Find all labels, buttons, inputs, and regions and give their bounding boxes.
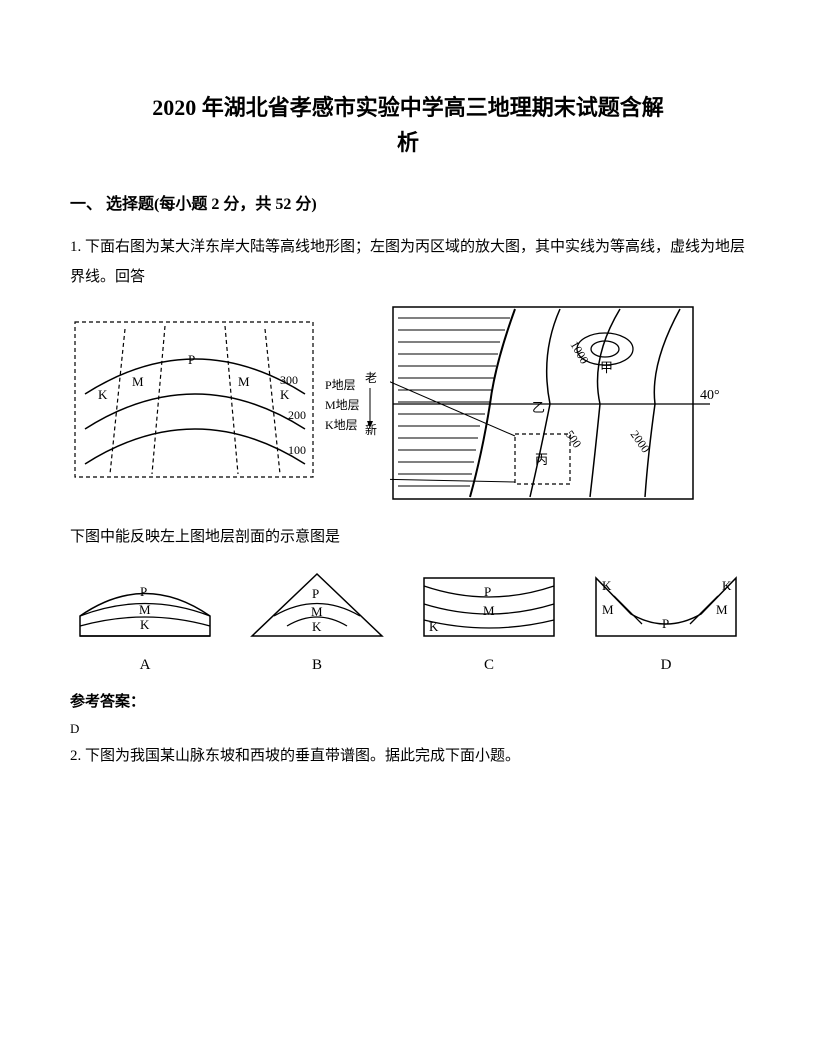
answer-header: 参考答案：: [70, 690, 746, 711]
svg-text:M: M: [139, 602, 151, 617]
page-title: 2020 年湖北省孝感市实验中学高三地理期末试题含解 析: [70, 90, 746, 160]
svg-text:K: K: [722, 578, 732, 593]
svg-text:K: K: [312, 619, 322, 634]
svg-text:P: P: [484, 584, 491, 599]
option-d: K M P M K D: [586, 566, 746, 674]
q1-left-diagram: K M P M K 300 200 100 P地层 M地层 K地层 老 新: [70, 304, 380, 484]
q1-figure-row: K M P M K 300 200 100 P地层 M地层 K地层 老 新: [70, 304, 746, 504]
contour-200: 200: [288, 408, 306, 422]
legend-old: 老: [365, 371, 377, 385]
svg-text:P: P: [140, 584, 147, 599]
option-a: P M K A: [70, 566, 220, 674]
layer-p: P: [188, 352, 195, 367]
q2-text: 2. 下图为我国某山脉东坡和西坡的垂直带谱图。据此完成下面小题。: [70, 741, 746, 771]
q1-sub-text: 下图中能反映左上图地层剖面的示意图是: [70, 522, 746, 552]
layer-m2: M: [238, 374, 250, 389]
legend-p: P地层: [325, 378, 356, 392]
svg-text:K: K: [429, 619, 439, 634]
svg-text:P: P: [312, 586, 319, 601]
legend-m: M地层: [325, 398, 360, 412]
label-yi: 乙: [532, 400, 545, 415]
contour-300: 300: [280, 373, 298, 387]
label-bing: 丙: [535, 452, 548, 467]
svg-text:P: P: [662, 616, 669, 631]
legend-k: K地层: [325, 418, 358, 432]
svg-text:M: M: [716, 602, 728, 617]
contour-100: 100: [288, 443, 306, 457]
option-b: P M K B: [242, 566, 392, 674]
option-b-label: B: [242, 657, 392, 674]
svg-text:M: M: [602, 602, 614, 617]
q1-text: 1. 下面右图为某大洋东岸大陆等高线地形图；左图为丙区域的放大图，其中实线为等高…: [70, 232, 746, 292]
svg-text:K: K: [140, 617, 150, 632]
title-line1: 2020 年湖北省孝感市实验中学高三地理期末试题含解: [152, 95, 664, 120]
title-line2: 析: [397, 130, 419, 155]
option-a-label: A: [70, 657, 220, 674]
c500: 500: [563, 428, 585, 451]
option-d-label: D: [586, 657, 746, 674]
option-c: P M K C: [414, 566, 564, 674]
answer-value: D: [70, 721, 746, 737]
layer-k2: K: [280, 387, 290, 402]
svg-text:M: M: [311, 604, 323, 619]
option-c-label: C: [414, 657, 564, 674]
layer-k1: K: [98, 387, 108, 402]
svg-text:K: K: [602, 578, 612, 593]
q1-right-diagram: 甲 乙 丙 1000 500 2000 40°: [390, 304, 730, 504]
svg-text:M: M: [483, 603, 495, 618]
lat-40: 40°: [700, 388, 720, 403]
section-header: 一、 选择题(每小题 2 分，共 52 分): [70, 190, 746, 214]
layer-m1: M: [132, 374, 144, 389]
q1-options: P M K A P M K B P M K C: [70, 566, 746, 674]
label-jia: 甲: [600, 360, 613, 375]
